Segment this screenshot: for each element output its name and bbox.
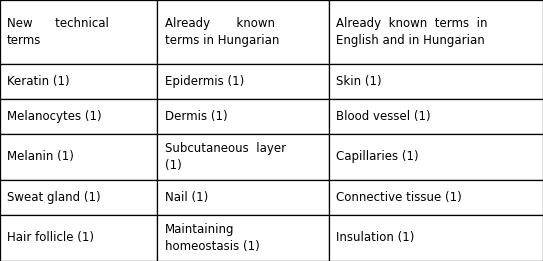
Bar [329, 134, 543, 180]
Bar [157, 215, 329, 261]
Text: Epidermis (1): Epidermis (1) [165, 75, 244, 88]
Bar [0, 215, 157, 261]
Text: Already       known
terms in Hungarian: Already known terms in Hungarian [165, 17, 279, 47]
Text: Insulation (1): Insulation (1) [336, 232, 414, 245]
Text: Capillaries (1): Capillaries (1) [336, 150, 418, 163]
Bar [329, 180, 543, 215]
Bar [157, 134, 329, 180]
Bar [0, 0, 157, 64]
Bar [0, 180, 157, 215]
Bar [157, 64, 329, 99]
Text: Subcutaneous  layer
(1): Subcutaneous layer (1) [165, 142, 286, 172]
Text: Connective tissue (1): Connective tissue (1) [336, 191, 462, 204]
Bar [0, 99, 157, 134]
Text: Melanin (1): Melanin (1) [7, 150, 74, 163]
Bar [0, 64, 157, 99]
Bar [329, 0, 543, 64]
Bar [329, 64, 543, 99]
Text: Dermis (1): Dermis (1) [165, 110, 227, 123]
Bar [157, 0, 329, 64]
Bar [0, 134, 157, 180]
Text: Keratin (1): Keratin (1) [7, 75, 70, 88]
Text: Blood vessel (1): Blood vessel (1) [336, 110, 430, 123]
Text: Already  known  terms  in
English and in Hungarian: Already known terms in English and in Hu… [336, 17, 487, 47]
Text: New      technical
terms: New technical terms [7, 17, 109, 47]
Text: Melanocytes (1): Melanocytes (1) [7, 110, 102, 123]
Text: Sweat gland (1): Sweat gland (1) [7, 191, 100, 204]
Text: Skin (1): Skin (1) [336, 75, 381, 88]
Text: Nail (1): Nail (1) [165, 191, 208, 204]
Bar [157, 99, 329, 134]
Bar [157, 180, 329, 215]
Bar [329, 99, 543, 134]
Text: Maintaining
homeostasis (1): Maintaining homeostasis (1) [165, 223, 259, 253]
Bar [329, 215, 543, 261]
Text: Hair follicle (1): Hair follicle (1) [7, 232, 94, 245]
